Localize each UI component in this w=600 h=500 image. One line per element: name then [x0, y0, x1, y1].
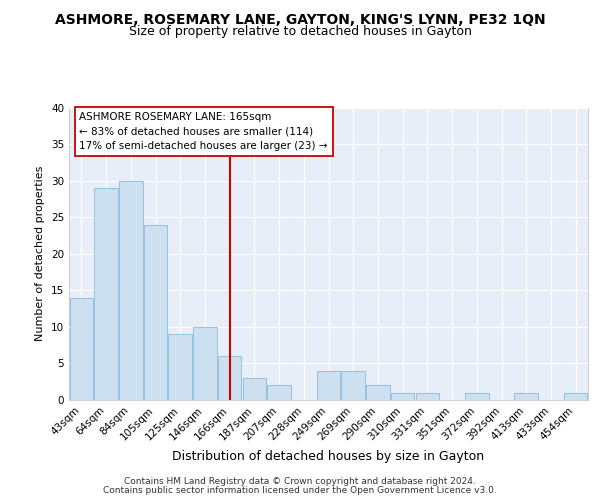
Bar — [144, 224, 167, 400]
Bar — [268, 386, 291, 400]
Bar — [317, 371, 340, 400]
Text: ASHMORE, ROSEMARY LANE, GAYTON, KING'S LYNN, PE32 1QN: ASHMORE, ROSEMARY LANE, GAYTON, KING'S L… — [55, 12, 545, 26]
Bar — [341, 371, 365, 400]
Bar — [416, 392, 439, 400]
Y-axis label: Number of detached properties: Number of detached properties — [35, 166, 46, 342]
Bar — [193, 327, 217, 400]
Bar — [514, 392, 538, 400]
Bar — [218, 356, 241, 400]
Bar — [366, 386, 389, 400]
Bar — [465, 392, 488, 400]
Bar — [391, 392, 415, 400]
Bar — [242, 378, 266, 400]
Text: Contains HM Land Registry data © Crown copyright and database right 2024.: Contains HM Land Registry data © Crown c… — [124, 477, 476, 486]
Bar — [564, 392, 587, 400]
Text: Contains public sector information licensed under the Open Government Licence v3: Contains public sector information licen… — [103, 486, 497, 495]
Bar — [119, 180, 143, 400]
X-axis label: Distribution of detached houses by size in Gayton: Distribution of detached houses by size … — [172, 450, 485, 463]
Bar — [94, 188, 118, 400]
Bar — [70, 298, 93, 400]
Text: Size of property relative to detached houses in Gayton: Size of property relative to detached ho… — [128, 25, 472, 38]
Bar — [169, 334, 192, 400]
Text: ASHMORE ROSEMARY LANE: 165sqm
← 83% of detached houses are smaller (114)
17% of : ASHMORE ROSEMARY LANE: 165sqm ← 83% of d… — [79, 112, 328, 152]
